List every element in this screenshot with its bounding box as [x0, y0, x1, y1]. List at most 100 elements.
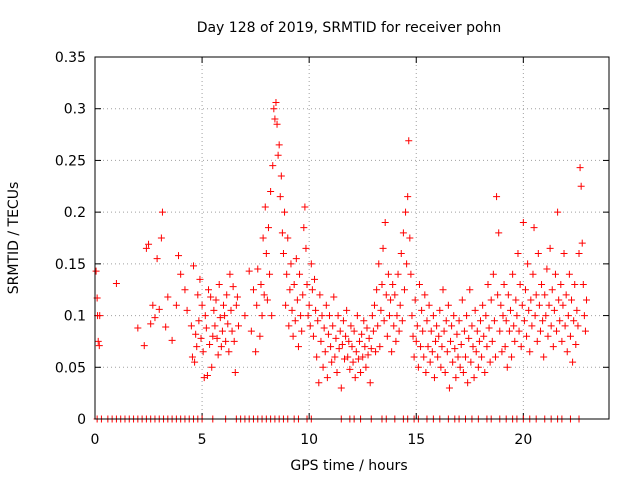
data-point [308, 286, 316, 294]
data-point [470, 374, 478, 382]
data-point [559, 301, 567, 309]
data-point [425, 301, 433, 309]
data-point [370, 301, 378, 309]
data-point [380, 317, 388, 325]
data-point [344, 353, 352, 361]
data-point [418, 306, 426, 314]
data-point [145, 240, 153, 248]
data-point [359, 353, 367, 361]
data-point [546, 244, 554, 252]
data-point [357, 368, 365, 376]
data-point [405, 137, 413, 145]
data-point [211, 322, 219, 330]
data-point [225, 348, 233, 356]
data-point [381, 218, 389, 226]
data-point [336, 327, 344, 335]
x-tick-label: 15 [407, 432, 425, 448]
data-point [565, 270, 573, 278]
data-point [305, 301, 313, 309]
data-point [572, 341, 580, 349]
data-point [188, 353, 196, 361]
data-point [216, 314, 224, 322]
data-point [463, 312, 471, 320]
data-point [288, 306, 296, 314]
data-point [432, 337, 440, 345]
data-point [439, 286, 447, 294]
data-point [550, 306, 558, 314]
data-point [384, 270, 392, 278]
data-point [157, 234, 165, 242]
x-tick-label: 20 [514, 432, 532, 448]
data-point [514, 250, 522, 258]
data-point [351, 374, 359, 382]
data-point [276, 193, 284, 201]
data-point [142, 244, 150, 252]
data-point [338, 341, 346, 349]
data-point [451, 345, 459, 353]
data-point [316, 291, 324, 299]
data-point [177, 270, 185, 278]
data-point [483, 343, 491, 351]
data-point [469, 343, 477, 351]
data-point [505, 327, 513, 335]
data-point [376, 343, 384, 351]
data-point [412, 337, 420, 345]
data-point [493, 193, 501, 201]
data-point [263, 296, 271, 304]
data-point [223, 291, 231, 299]
data-point [318, 312, 326, 320]
data-point [261, 203, 269, 211]
data-point [372, 348, 380, 356]
data-point [195, 317, 203, 325]
data-point [420, 353, 428, 361]
data-point [221, 312, 229, 320]
data-point [407, 270, 415, 278]
y-tick-label: 0.25 [55, 153, 86, 169]
data-point [290, 281, 298, 289]
data-point [241, 312, 249, 320]
data-point [541, 291, 549, 299]
data-point [430, 374, 438, 382]
data-point [302, 244, 310, 252]
data-point [281, 208, 289, 216]
data-point [212, 296, 220, 304]
data-point [266, 270, 274, 278]
data-point [158, 208, 166, 216]
data-point [538, 281, 546, 289]
data-point [296, 270, 304, 278]
data-point [271, 115, 279, 123]
data-point [478, 353, 486, 361]
data-point [224, 320, 232, 328]
data-point [324, 330, 332, 338]
y-tick-label: 0.3 [64, 102, 86, 118]
data-point [193, 343, 201, 351]
data-point [402, 208, 410, 216]
data-point [231, 368, 239, 376]
data-point [215, 281, 223, 289]
data-point [530, 224, 538, 232]
data-point [566, 332, 574, 340]
data-point [459, 368, 467, 376]
data-point [297, 312, 305, 320]
data-point [335, 345, 343, 353]
data-point [201, 312, 209, 320]
data-point [206, 341, 214, 349]
data-point [269, 162, 277, 170]
data-point [164, 293, 172, 301]
data-point [410, 353, 418, 361]
data-point [196, 275, 204, 283]
data-point [513, 312, 521, 320]
data-point [524, 260, 532, 268]
data-point [256, 332, 264, 340]
data-point [562, 291, 570, 299]
data-point [564, 312, 572, 320]
data-point [301, 203, 309, 211]
data-point [222, 337, 230, 345]
data-point [367, 345, 375, 353]
data-point [96, 312, 104, 320]
data-point [539, 317, 547, 325]
data-point [363, 324, 371, 332]
data-point [322, 301, 330, 309]
data-point [277, 172, 285, 180]
data-point [260, 291, 268, 299]
